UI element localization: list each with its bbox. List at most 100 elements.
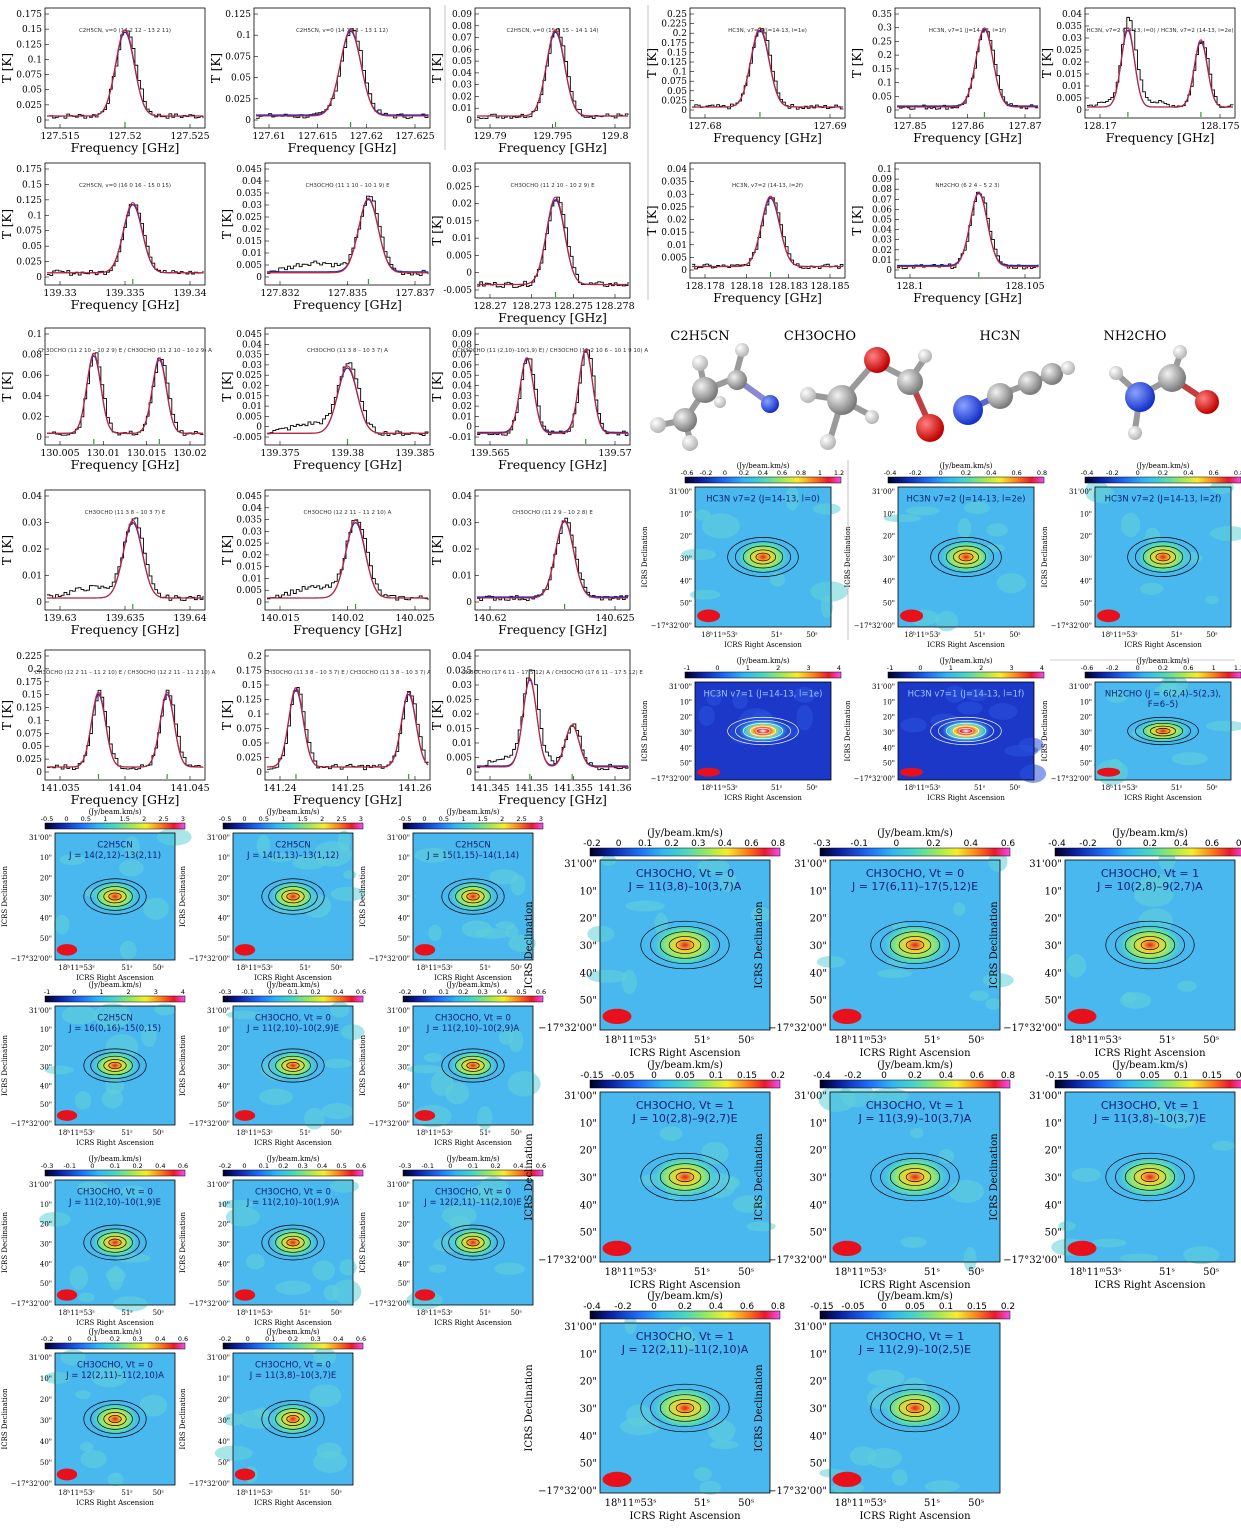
dec-tick-label: 50" <box>218 935 230 943</box>
contour <box>742 722 784 740</box>
noise-patch <box>139 1394 168 1417</box>
y-tick-label: 0.03 <box>22 519 42 529</box>
y-tick-label: 0.15 <box>242 681 262 691</box>
colorbar-tick-label: 0.2 <box>1158 469 1168 477</box>
dec-tick-label: 30" <box>218 1241 230 1249</box>
x-axis-label: Frequency [GHz] <box>713 130 822 145</box>
hydrogen-atom <box>800 387 816 403</box>
contour <box>898 1168 932 1186</box>
x-axis-label: Frequency [GHz] <box>713 290 822 305</box>
colorbar-tick-label: 0.4 <box>718 839 733 849</box>
y-tick-label: 0.02 <box>872 246 892 256</box>
x-tick-label: 141.355 <box>554 783 593 794</box>
spectrum-panel: 0.045 0.04 0.035 0.03 0.025 0.02 0.015 0.01 0.00… <box>220 162 435 312</box>
ra-tick-label: 18ʰ11ᵐ53ˢ <box>904 631 941 639</box>
contour <box>668 1399 702 1417</box>
dec-tick-label: 10" <box>40 1201 52 1209</box>
y-tick-label: 0.015 <box>236 392 262 402</box>
x-tick-label: 140.62 <box>473 613 506 624</box>
x-tick-label: 129.79 <box>473 131 506 142</box>
ra-tick-label: 18ʰ11ᵐ53ˢ <box>236 1129 273 1137</box>
observed-spectrum <box>692 197 844 270</box>
y-tick-label: 0.025 <box>1056 46 1082 56</box>
contour <box>97 1055 133 1076</box>
map-title-line1: C2H5CN <box>97 1014 132 1024</box>
x-tick-label: 127.625 <box>395 131 434 142</box>
contour <box>108 892 122 901</box>
y-tick-label: 0.06 <box>452 45 472 55</box>
map-title-line2: J = 11(3,9)–10(3,7)A <box>858 1112 972 1125</box>
colorbar-tick-label: -0.3 <box>41 1162 54 1170</box>
ra-tick-label: 51ˢ <box>924 1035 940 1046</box>
x-tick-label: 127.61 <box>252 131 285 142</box>
y-tick-label: 0.02 <box>452 92 472 102</box>
x-tick-label: 128.275 <box>554 301 593 312</box>
ra-tick-label: 51ˢ <box>974 631 986 639</box>
map-panel: CH3OCHO, Vt = 0J = 11(3,8)–10(3,7)E -0.2 0… <box>179 1328 366 1507</box>
contour <box>905 939 925 951</box>
beam-ellipse <box>234 1468 256 1481</box>
dec-tick-label: −17°32'00" <box>11 1120 52 1128</box>
transition-label: CH3OCHO (11 2 10 – 10 2 9) E <box>510 183 595 189</box>
noise-patch <box>693 1467 712 1482</box>
noise-patch <box>1019 764 1047 783</box>
dec-tick-label: 20" <box>40 1045 52 1053</box>
noise-patch <box>750 906 771 923</box>
dec-tick-label: 31'00" <box>387 1007 410 1015</box>
dec-tick-label: 20" <box>680 714 692 722</box>
ra-axis-label: ICRS Right Ascension <box>927 641 1005 649</box>
ra-tick-label: 50ˢ <box>806 784 818 792</box>
noise-patch <box>1171 752 1208 766</box>
colorbar-tick-label: -0.1 <box>63 1162 76 1170</box>
y-axis-label: T [K] <box>0 371 14 401</box>
colorbar-tick-label: 0.05 <box>1140 1071 1160 1081</box>
ra-tick-label: 51ˢ <box>694 1035 710 1046</box>
noise-patch <box>91 1366 128 1388</box>
colorbar-unit: (Jy/beam.km/s) <box>1112 828 1188 839</box>
dec-tick-label: 30" <box>1045 941 1062 952</box>
colorbar <box>222 1342 364 1350</box>
dec-tick-label: 31'00" <box>872 488 895 496</box>
dec-tick-label: 50" <box>398 1101 410 1109</box>
y-tick-label: 0.04 <box>22 492 42 502</box>
x-tick-label: 139.38 <box>331 448 364 459</box>
map-title-line1: HC3N v7=1 (J=14-13, l=1e) <box>704 690 823 700</box>
contour <box>1135 719 1191 743</box>
colorbar-tick-label: 0.4 <box>939 1071 954 1081</box>
noise-patch <box>313 841 352 867</box>
colorbar-tick-label: 0.6 <box>178 1162 188 1170</box>
contour <box>938 719 994 743</box>
noise-patch <box>935 610 959 632</box>
colorbar-tick-label: -0.3 <box>813 839 831 849</box>
dec-tick-label: −17°32'00" <box>189 955 230 963</box>
ra-tick-label: 50ˢ <box>968 1267 984 1278</box>
colorbar-unit: (Jy/beam.km/s) <box>647 1060 723 1071</box>
map-panel: CH3OCHO, Vt = 1J = 10(2,8)–9(2,7)E -0.15-… <box>524 1060 785 1291</box>
plot-frame <box>894 7 1041 119</box>
y-tick-label: 0.125 <box>661 58 687 68</box>
noise-patch <box>475 928 510 939</box>
y-axis-label: T [K] <box>645 205 659 235</box>
noise-patch <box>428 1264 447 1273</box>
noise-patch <box>226 1010 262 1020</box>
noise-patch <box>321 1103 354 1120</box>
y-tick-label: 0 <box>681 266 687 276</box>
x-tick-label: 128.175 <box>1200 121 1239 132</box>
map-title-line1: CH3OCHO, Vt = 0 <box>435 1014 511 1024</box>
map-frame <box>1094 486 1232 628</box>
ra-tick-label: 50ˢ <box>806 631 818 639</box>
colorbar-tick-label: -0.4 <box>884 469 897 477</box>
y-tick-label: 0.04 <box>667 165 687 175</box>
dec-tick-label: 50" <box>398 1280 410 1288</box>
colorbar <box>1054 847 1241 857</box>
noise-patch <box>60 1349 86 1366</box>
y-tick-label: -0.005 <box>443 286 472 296</box>
dec-tick-label: 31'00" <box>29 1354 52 1362</box>
colorbar-tick-label: 2 <box>127 988 131 996</box>
contour <box>448 1228 498 1257</box>
noise-patch <box>143 897 169 920</box>
dec-tick-label: 30" <box>40 1064 52 1072</box>
plot-frame <box>474 7 631 129</box>
map-panel: CH3OCHO, Vt = 1J = 11(3,8)–10(3,7)E -0.15… <box>989 1060 1241 1291</box>
y-tick-label: 0.015 <box>1056 70 1082 80</box>
